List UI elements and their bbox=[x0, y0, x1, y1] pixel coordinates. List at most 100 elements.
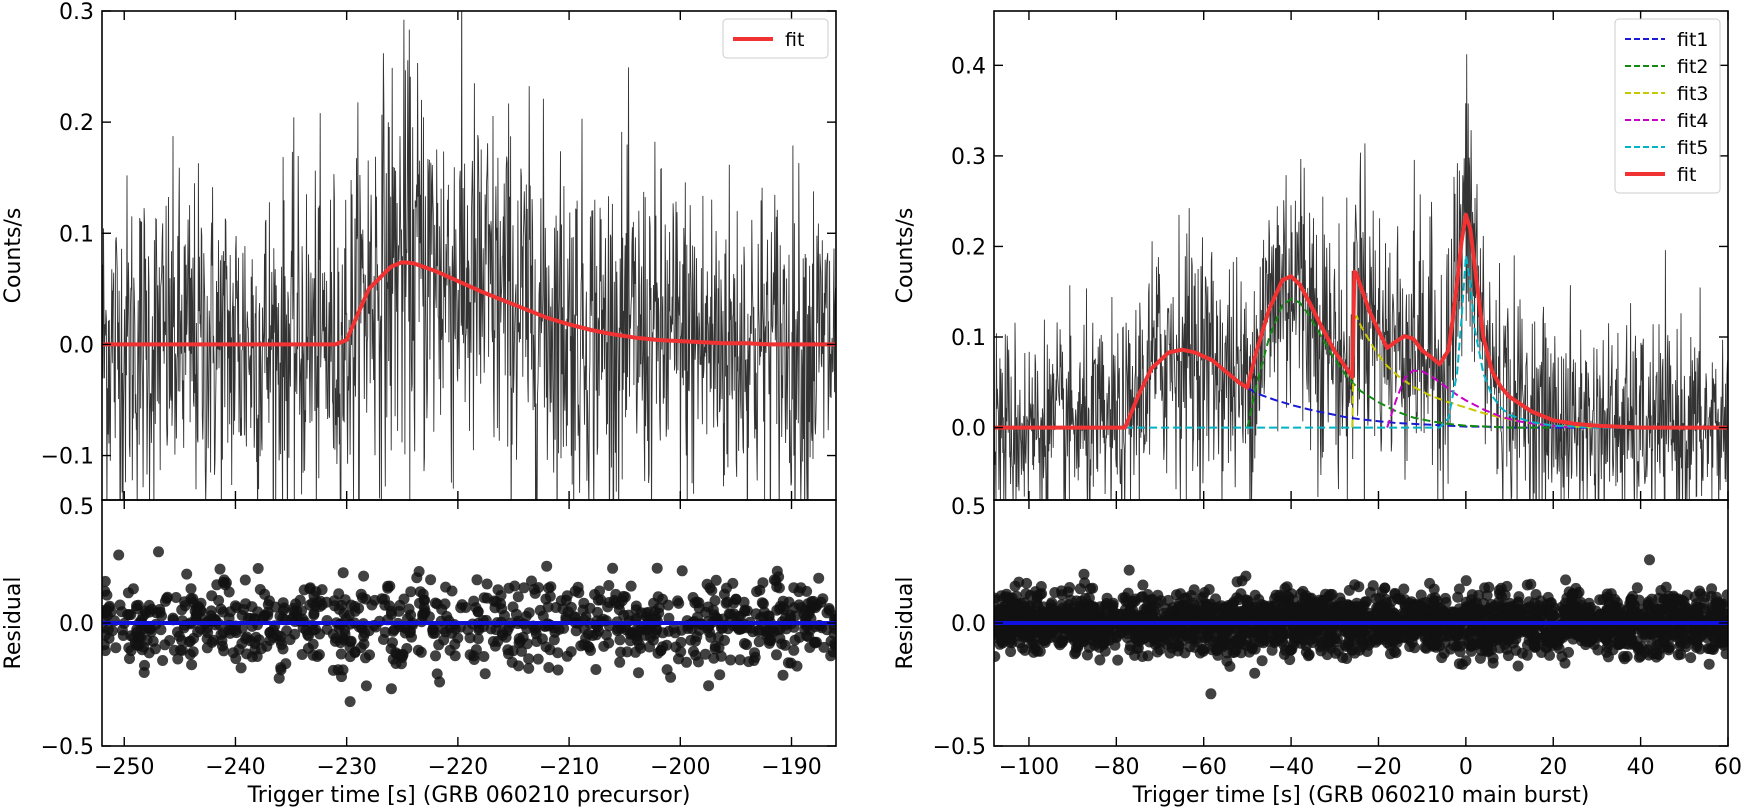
residual-point bbox=[651, 562, 663, 574]
residual-point bbox=[308, 609, 320, 621]
y-tick-label: 0.3 bbox=[59, 0, 94, 25]
residual-point bbox=[692, 656, 704, 668]
residual-point bbox=[122, 587, 134, 599]
residual-point bbox=[607, 562, 619, 574]
residual-point bbox=[1460, 575, 1472, 587]
legend-label-fit2: fit2 bbox=[1677, 56, 1709, 78]
residual-point bbox=[1213, 622, 1225, 634]
residual-point bbox=[1657, 635, 1669, 647]
residual-point bbox=[406, 631, 417, 643]
residual-point bbox=[613, 598, 625, 610]
residual-point bbox=[1141, 600, 1153, 612]
residual-point bbox=[1358, 624, 1370, 636]
residual-point bbox=[1012, 602, 1024, 614]
residual-point bbox=[810, 636, 822, 648]
residual-point bbox=[1439, 592, 1451, 604]
plot-area bbox=[994, 54, 1728, 500]
legend-label-fit4: fit4 bbox=[1677, 110, 1709, 132]
residual-point bbox=[521, 638, 533, 650]
residual-point bbox=[513, 660, 524, 672]
residual-point bbox=[710, 574, 722, 586]
residual-point bbox=[187, 646, 199, 658]
residual-point bbox=[135, 625, 147, 637]
residual-point bbox=[1386, 635, 1398, 647]
residual-point bbox=[449, 650, 461, 662]
residual-point bbox=[1512, 660, 1524, 672]
residual-point bbox=[1387, 627, 1399, 639]
residual-point bbox=[133, 640, 145, 651]
residual-point bbox=[339, 594, 351, 606]
residual-point bbox=[1565, 624, 1577, 636]
residual-point bbox=[513, 637, 525, 649]
residual-point bbox=[1078, 568, 1090, 580]
residual-point bbox=[414, 586, 426, 598]
residual-point bbox=[378, 634, 389, 645]
residual-point bbox=[1302, 650, 1314, 662]
panel-bottom-right: −100 −80 −60 −40 −20 0 20 40 60 −0.5 0.0 0.5 Residua… bbox=[893, 495, 1742, 808]
residual-point bbox=[124, 653, 135, 665]
residual-point bbox=[429, 597, 441, 609]
residual-point bbox=[619, 591, 631, 603]
residual-point bbox=[733, 624, 745, 635]
residual-point bbox=[675, 646, 687, 658]
residual-point bbox=[1428, 595, 1440, 607]
legend-label-fit3: fit3 bbox=[1677, 83, 1709, 105]
residual-point bbox=[1428, 637, 1440, 649]
y-axis-label: Counts/s bbox=[893, 208, 918, 304]
residual-point bbox=[1169, 630, 1181, 642]
residual-point bbox=[489, 640, 501, 652]
residual-point bbox=[806, 596, 817, 608]
series-fit2 bbox=[1246, 298, 1554, 429]
residual-point bbox=[344, 696, 356, 708]
residual-point bbox=[1345, 601, 1357, 613]
residual-point bbox=[1001, 588, 1012, 600]
residual-point bbox=[1598, 610, 1610, 622]
residual-point bbox=[1224, 660, 1236, 672]
residual-point bbox=[1164, 647, 1176, 659]
residual-point bbox=[1020, 588, 1032, 600]
residual-point bbox=[433, 639, 445, 651]
residual-point bbox=[1703, 658, 1715, 670]
residual-point bbox=[777, 669, 789, 681]
residual-point bbox=[230, 627, 242, 639]
residual-point bbox=[734, 654, 746, 666]
residual-point bbox=[1449, 607, 1461, 619]
residual-point bbox=[1500, 633, 1512, 645]
residual-point bbox=[1666, 626, 1678, 638]
residual-point bbox=[275, 631, 287, 642]
plot-area bbox=[994, 554, 1728, 700]
residual-point bbox=[681, 656, 692, 668]
residual-point bbox=[413, 566, 425, 577]
legend-label-fit: fit bbox=[785, 29, 804, 51]
residual-point bbox=[1326, 589, 1338, 600]
residual-point bbox=[208, 634, 220, 646]
residual-point bbox=[1137, 579, 1149, 591]
residual-point bbox=[1355, 633, 1367, 645]
residual-point bbox=[562, 606, 574, 618]
residual-point bbox=[1548, 610, 1560, 621]
residual-point bbox=[154, 604, 166, 615]
y-tick-label: 0.0 bbox=[951, 612, 986, 637]
residual-point bbox=[537, 610, 549, 622]
residual-point bbox=[1219, 603, 1231, 615]
residual-point bbox=[705, 631, 717, 643]
residual-point bbox=[1056, 585, 1067, 597]
x-tick-label: −40 bbox=[1268, 755, 1314, 780]
residual-point bbox=[397, 648, 409, 660]
residual-point bbox=[400, 622, 412, 634]
residual-point bbox=[994, 594, 1000, 606]
residual-point bbox=[1381, 597, 1392, 609]
y-tick-label: 0.0 bbox=[951, 417, 986, 442]
residual-point bbox=[748, 655, 760, 666]
residual-point bbox=[1361, 646, 1373, 657]
residual-point bbox=[1427, 625, 1439, 637]
residual-point bbox=[718, 588, 730, 600]
residual-point bbox=[691, 611, 703, 623]
residual-point bbox=[1574, 599, 1586, 611]
residual-point bbox=[1031, 590, 1043, 602]
residual-point bbox=[1197, 591, 1209, 603]
residual-point bbox=[384, 600, 395, 612]
residual-point bbox=[1716, 606, 1727, 618]
residual-point bbox=[1665, 599, 1677, 611]
residual-point bbox=[1680, 641, 1692, 653]
